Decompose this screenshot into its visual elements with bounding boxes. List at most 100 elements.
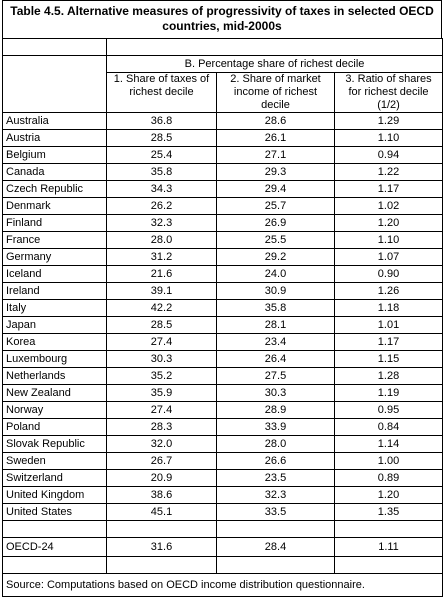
- cell-value: 26.2: [106, 197, 217, 215]
- column-header-row: 1. Share of taxes of richest decile 2. S…: [2, 72, 444, 113]
- cell-value: 1.15: [333, 350, 444, 368]
- cell-value: 1.29: [333, 112, 444, 130]
- row-label: New Zealand: [2, 384, 107, 402]
- cell-value: 1.01: [333, 316, 444, 334]
- cell-value: 1.19: [333, 384, 444, 402]
- table-body: B. Percentage share of richest decile 1.…: [1, 38, 444, 597]
- spacer-row: [2, 520, 444, 538]
- data-table: B. Percentage share of richest decile 1.…: [1, 38, 444, 597]
- cell-value: 1.10: [333, 231, 444, 249]
- cell-value: 23.5: [216, 469, 335, 487]
- cell-value: 1.17: [333, 333, 444, 351]
- cell-value: 24.0: [216, 265, 335, 283]
- cell: [2, 556, 107, 574]
- cell-value: 1.22: [333, 163, 444, 181]
- cell-value: 29.4: [216, 180, 335, 198]
- cell: [2, 55, 107, 73]
- cell-value: 39.1: [106, 282, 217, 300]
- cell-value: 1.02: [333, 197, 444, 215]
- cell: [333, 520, 444, 538]
- cell-value: 25.4: [106, 146, 217, 164]
- cell-value: 25.7: [216, 197, 335, 215]
- row-label: United Kingdom: [2, 486, 107, 504]
- cell: [216, 556, 335, 574]
- cell-value: 32.3: [216, 486, 335, 504]
- cell-value: 1.20: [333, 486, 444, 504]
- cell-value: 0.90: [333, 265, 444, 283]
- cell-value: 29.3: [216, 163, 335, 181]
- cell-value: 28.1: [216, 316, 335, 334]
- cell: [2, 520, 107, 538]
- cell-value: 29.2: [216, 248, 335, 266]
- spacer-row: [2, 556, 444, 574]
- cell-value: 42.2: [106, 299, 217, 317]
- row-label: Austria: [2, 129, 107, 147]
- cell-value: 30.3: [106, 350, 217, 368]
- cell-value: 26.6: [216, 452, 335, 470]
- cell-value: 26.9: [216, 214, 335, 232]
- cell-value: 1.11: [333, 537, 444, 557]
- data-row: Switzerland 20.9 23.5 0.89: [2, 469, 444, 487]
- data-row: Sweden 26.7 26.6 1.00: [2, 452, 444, 470]
- cell-value: 34.3: [106, 180, 217, 198]
- cell-value: 28.5: [106, 129, 217, 147]
- data-row: Czech Republic 34.3 29.4 1.17: [2, 180, 444, 198]
- column-header: 2. Share of market income of richest dec…: [216, 72, 335, 113]
- data-row: Korea 27.4 23.4 1.17: [2, 333, 444, 351]
- data-row: Japan 28.5 28.1 1.01: [2, 316, 444, 334]
- cell-value: 1.10: [333, 129, 444, 147]
- row-label: Canada: [2, 163, 107, 181]
- data-row: New Zealand 35.9 30.3 1.19: [2, 384, 444, 402]
- data-row: Norway 27.4 28.9 0.95: [2, 401, 444, 419]
- cell: [216, 520, 335, 538]
- column-header: 1. Share of taxes of richest decile: [106, 72, 217, 113]
- cell-value: 25.5: [216, 231, 335, 249]
- row-label: Poland: [2, 418, 107, 436]
- cell: [105, 38, 444, 56]
- cell-value: 27.1: [216, 146, 335, 164]
- cell-value: 27.4: [106, 401, 217, 419]
- data-row: Slovak Republic 32.0 28.0 1.14: [2, 435, 444, 453]
- cell-value: 45.1: [106, 503, 217, 521]
- row-label: France: [2, 231, 107, 249]
- data-row: United Kingdom 38.6 32.3 1.20: [2, 486, 444, 504]
- cell-value: 31.6: [106, 537, 217, 557]
- row-label: Iceland: [2, 265, 107, 283]
- cell-value: 26.7: [106, 452, 217, 470]
- data-row: United States 45.1 33.5 1.35: [2, 503, 444, 521]
- cell-value: 36.8: [106, 112, 217, 130]
- cell-value: 28.6: [216, 112, 335, 130]
- cell-value: 28.0: [106, 231, 217, 249]
- cell-value: 28.3: [106, 418, 217, 436]
- row-label: Switzerland: [2, 469, 107, 487]
- cell: [106, 520, 217, 538]
- cell: [2, 38, 107, 56]
- cell-value: 26.1: [216, 129, 335, 147]
- cell-value: 0.84: [333, 418, 444, 436]
- cell-value: 28.5: [106, 316, 217, 334]
- cell-value: 1.00: [333, 452, 444, 470]
- row-label: Luxembourg: [2, 350, 107, 368]
- row-label: Ireland: [2, 282, 107, 300]
- data-row: Belgium 25.4 27.1 0.94: [2, 146, 444, 164]
- data-row: Poland 28.3 33.9 0.84: [2, 418, 444, 436]
- group-header-row: B. Percentage share of richest decile: [2, 55, 444, 73]
- cell-value: 1.28: [333, 367, 444, 385]
- data-row: Netherlands 35.2 27.5 1.28: [2, 367, 444, 385]
- data-row: France 28.0 25.5 1.10: [2, 231, 444, 249]
- cell-value: 27.4: [106, 333, 217, 351]
- cell-value: 33.9: [216, 418, 335, 436]
- cell-value: 1.14: [333, 435, 444, 453]
- data-row: Germany 31.2 29.2 1.07: [2, 248, 444, 266]
- cell-value: 32.3: [106, 214, 217, 232]
- cell-value: 0.94: [333, 146, 444, 164]
- data-row: Italy 42.2 35.8 1.18: [2, 299, 444, 317]
- cell-value: 1.18: [333, 299, 444, 317]
- cell-value: 23.4: [216, 333, 335, 351]
- cell-value: 28.4: [216, 537, 335, 557]
- cell-value: 1.07: [333, 248, 444, 266]
- data-row: Luxembourg 30.3 26.4 1.15: [2, 350, 444, 368]
- cell-value: 20.9: [106, 469, 217, 487]
